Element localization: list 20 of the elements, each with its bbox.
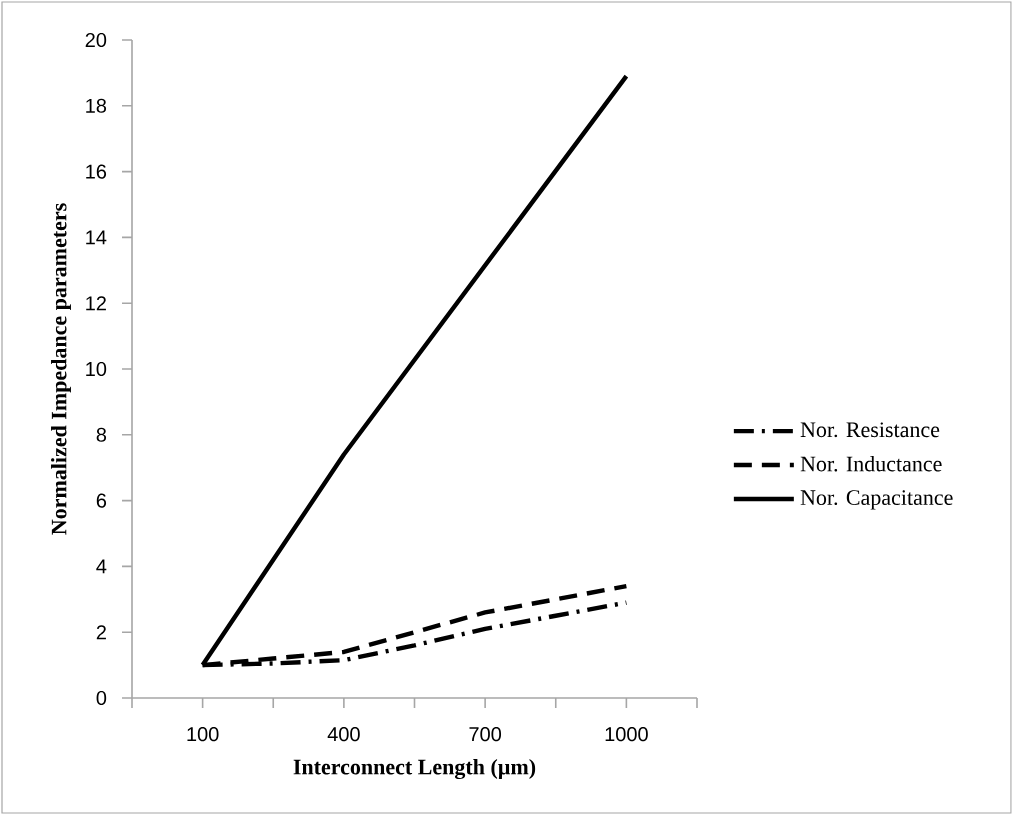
x-tick-label: 1000: [605, 727, 648, 742]
y-tick-label: 2: [96, 625, 106, 640]
legend-label: Nor. Inductance: [800, 455, 942, 472]
legend-label: Nor. Capacitance: [800, 490, 953, 510]
legend-label: Nor. Resistance: [800, 422, 940, 438]
y-tick-label: 4: [96, 559, 107, 574]
y-tick-label: 8: [96, 427, 107, 442]
y-tick-label: 18: [86, 98, 107, 113]
y-tick-label: 6: [96, 493, 107, 508]
y-tick-label: 14: [86, 230, 107, 245]
x-axis-title: Interconnect Length (µm): [293, 758, 536, 780]
x-tick-label: 700: [469, 727, 502, 742]
y-tick-label: 20: [85, 32, 107, 48]
y-tick-label: 12: [86, 296, 106, 311]
y-tick-label: 16: [86, 164, 107, 179]
y-tick-label: 0: [96, 690, 107, 706]
x-tick-label: 400: [327, 727, 360, 742]
y-axis-title: Normalized Impedance parameters: [51, 203, 71, 535]
x-tick-label: 100: [187, 727, 219, 742]
y-tick-label: 10: [86, 361, 107, 377]
